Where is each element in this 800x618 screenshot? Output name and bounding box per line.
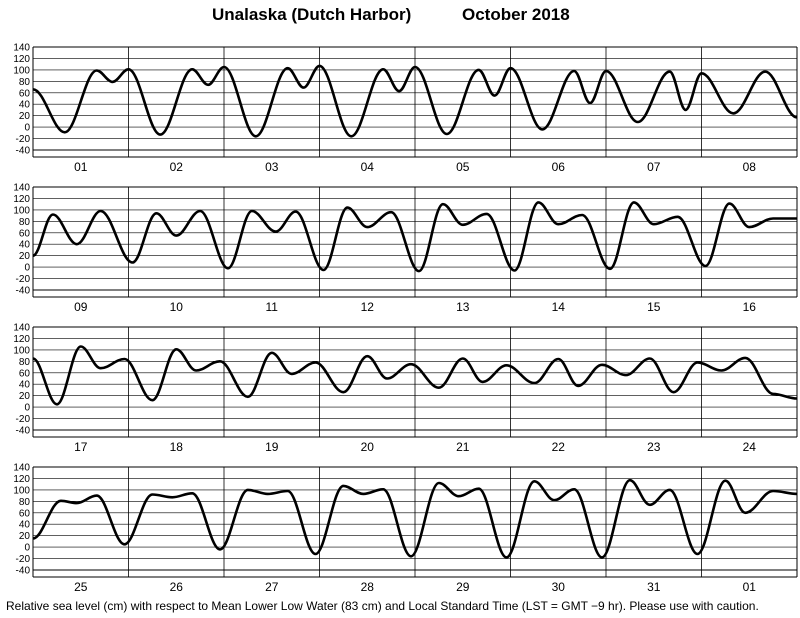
day-label: 12 <box>361 300 375 314</box>
y-tick-label: 100 <box>13 65 30 76</box>
day-label: 26 <box>170 580 184 594</box>
y-tick-label: 100 <box>13 345 30 356</box>
y-tick-label: 0 <box>24 403 30 414</box>
day-label: 30 <box>552 580 566 594</box>
day-label: 22 <box>552 440 566 454</box>
y-tick-label: 120 <box>13 194 30 205</box>
y-tick-label: 100 <box>13 485 30 496</box>
day-label: 06 <box>552 160 566 174</box>
day-label: 17 <box>74 440 88 454</box>
day-label: 01 <box>743 580 757 594</box>
y-tick-label: 140 <box>13 43 30 54</box>
tide-curve-panel-2 <box>32 201 797 273</box>
y-tick-label: -20 <box>16 414 31 425</box>
y-tick-label: -40 <box>16 146 31 157</box>
day-label: 18 <box>170 440 184 454</box>
y-tick-label: 20 <box>19 251 31 262</box>
y-tick-label: 120 <box>13 54 30 65</box>
day-label: 04 <box>361 160 375 174</box>
y-tick-label: 40 <box>19 240 31 251</box>
day-label: 11 <box>266 300 279 314</box>
y-tick-label: 60 <box>19 228 31 239</box>
y-tick-label: -20 <box>16 274 31 285</box>
chart-title-month: October 2018 <box>462 5 570 24</box>
day-label: 05 <box>456 160 470 174</box>
y-tick-label: 40 <box>19 380 31 391</box>
tide-curve-panel-4 <box>32 478 798 559</box>
y-tick-label: 120 <box>13 334 30 345</box>
y-tick-label: 80 <box>19 217 31 228</box>
y-tick-label: 60 <box>19 368 31 379</box>
y-tick-label: -40 <box>16 286 31 297</box>
y-tick-label: 60 <box>19 88 31 99</box>
day-label: 14 <box>552 300 566 314</box>
y-tick-label: 0 <box>24 543 30 554</box>
day-label: 24 <box>743 440 757 454</box>
y-tick-label: -40 <box>16 566 31 577</box>
y-tick-label: 0 <box>24 263 30 274</box>
chart-footnote: Relative sea level (cm) with respect to … <box>6 599 759 613</box>
y-tick-label: 140 <box>13 463 30 474</box>
day-label: 10 <box>170 300 184 314</box>
y-tick-label: 140 <box>13 323 30 334</box>
day-label: 09 <box>74 300 88 314</box>
y-tick-label: 20 <box>19 111 31 122</box>
day-label: 15 <box>647 300 661 314</box>
day-label: 07 <box>647 160 661 174</box>
day-label: 21 <box>456 440 470 454</box>
y-tick-label: 0 <box>24 123 30 134</box>
y-tick-label: 20 <box>19 391 31 402</box>
tide-curve-panel-1 <box>32 64 798 138</box>
day-label: 29 <box>456 580 470 594</box>
y-tick-label: -20 <box>16 554 31 565</box>
y-tick-label: 100 <box>13 205 30 216</box>
y-tick-label: 80 <box>19 77 31 88</box>
y-tick-label: 80 <box>19 357 31 368</box>
y-tick-label: 40 <box>19 100 31 111</box>
day-label: 03 <box>265 160 279 174</box>
day-label: 13 <box>456 300 470 314</box>
y-tick-label: 80 <box>19 497 31 508</box>
y-tick-label: 120 <box>13 474 30 485</box>
day-label: 25 <box>74 580 88 594</box>
y-tick-label: 20 <box>19 531 31 542</box>
y-tick-label: 140 <box>13 183 30 194</box>
day-label: 16 <box>743 300 757 314</box>
y-tick-label: -40 <box>16 426 31 437</box>
day-label: 31 <box>647 580 661 594</box>
day-label: 27 <box>265 580 279 594</box>
day-label: 01 <box>74 160 88 174</box>
day-label: 20 <box>361 440 375 454</box>
chart-title-location: Unalaska (Dutch Harbor) <box>212 5 412 24</box>
tide-curve-panel-3 <box>32 345 798 406</box>
day-label: 08 <box>743 160 757 174</box>
day-label: 23 <box>647 440 661 454</box>
day-label: 28 <box>361 580 375 594</box>
day-label: 19 <box>265 440 279 454</box>
y-tick-label: 60 <box>19 508 31 519</box>
y-tick-label: -20 <box>16 134 31 145</box>
day-label: 02 <box>170 160 184 174</box>
y-tick-label: 40 <box>19 520 31 531</box>
